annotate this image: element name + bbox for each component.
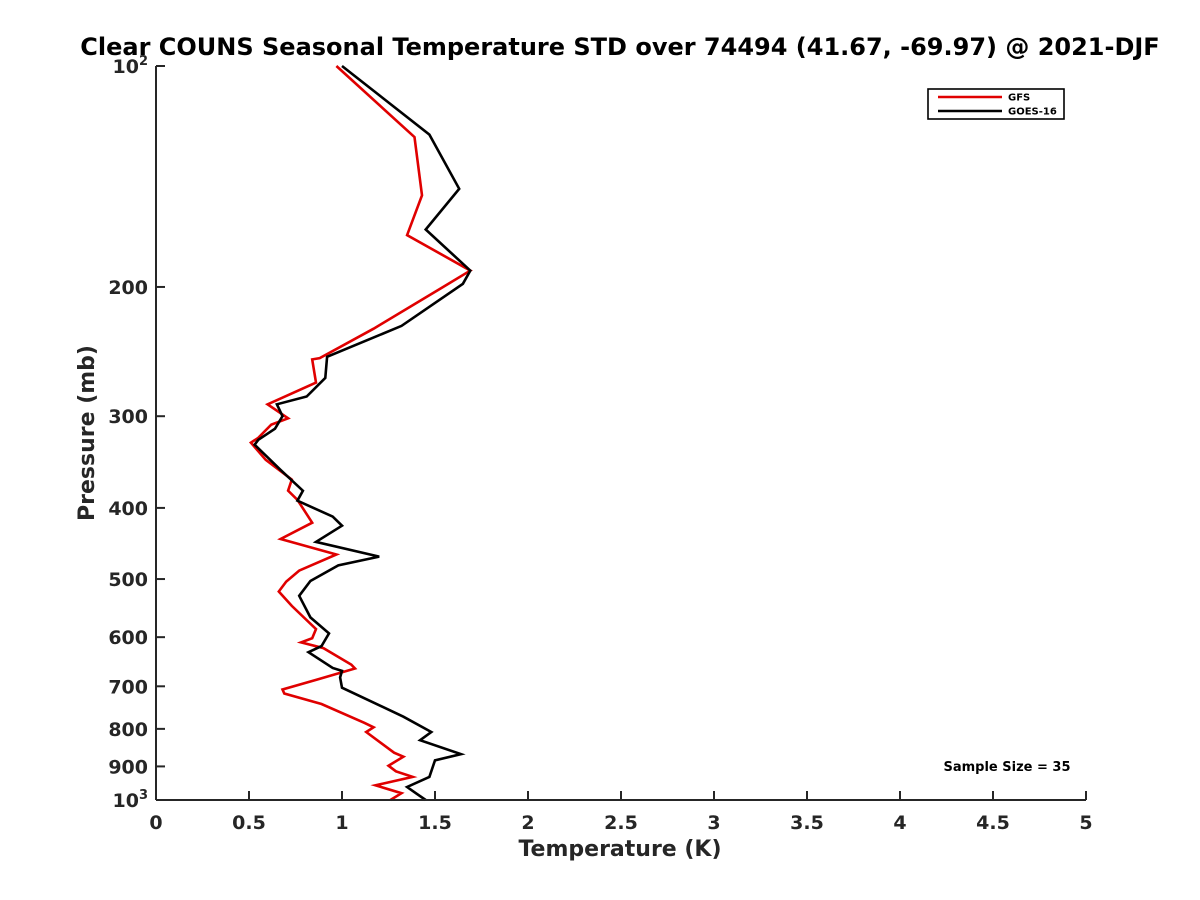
x-tick-label: 3 bbox=[707, 812, 720, 834]
x-tick-label: 3.5 bbox=[790, 812, 824, 834]
series-line-gfs bbox=[248, 65, 473, 802]
x-axis-label: Temperature (K) bbox=[518, 837, 721, 862]
x-tick-label: 0 bbox=[149, 812, 162, 834]
x-tick-label: 2.5 bbox=[604, 812, 638, 834]
y-tick-label: 500 bbox=[108, 569, 148, 591]
x-ticks: 0 0.5 1 1.5 2 2.5 3 3.5 4 4.5 5 bbox=[149, 791, 1093, 834]
y-tick-label: 600 bbox=[108, 627, 148, 649]
y-ticks: 102 200 300 400 500 600 700 800 900 103 bbox=[108, 54, 165, 812]
y-tick-label: 300 bbox=[108, 406, 148, 428]
chart-title: Clear COUNS Seasonal Temperature STD ove… bbox=[80, 33, 1159, 61]
x-tick-label: 1 bbox=[335, 812, 348, 834]
y-tick-label: 102 bbox=[113, 54, 149, 78]
legend: GFS GOES-16 bbox=[927, 88, 1065, 120]
y-tick-label: 700 bbox=[108, 676, 148, 698]
series-layer bbox=[248, 64, 473, 802]
legend-label: GFS bbox=[1008, 93, 1030, 104]
y-tick-label: 103 bbox=[113, 788, 149, 812]
x-tick-label: 4.5 bbox=[976, 812, 1010, 834]
y-tick-label: 900 bbox=[108, 756, 148, 778]
y-tick-label: 400 bbox=[108, 498, 148, 520]
y-tick-label: 800 bbox=[108, 719, 148, 741]
plot-area bbox=[156, 66, 1086, 800]
y-axis-label: Pressure (mb) bbox=[75, 345, 100, 521]
legend-label: GOES-16 bbox=[1008, 107, 1057, 118]
legend-box bbox=[927, 88, 1065, 120]
sample-size-annotation: Sample Size = 35 bbox=[943, 760, 1070, 775]
x-tick-label: 0.5 bbox=[232, 812, 266, 834]
x-tick-label: 5 bbox=[1079, 812, 1092, 834]
x-tick-label: 1.5 bbox=[418, 812, 452, 834]
x-tick-label: 4 bbox=[893, 812, 906, 834]
x-tick-label: 2 bbox=[521, 812, 534, 834]
y-tick-label: 200 bbox=[108, 277, 148, 299]
series-line-goes-16 bbox=[252, 64, 472, 802]
